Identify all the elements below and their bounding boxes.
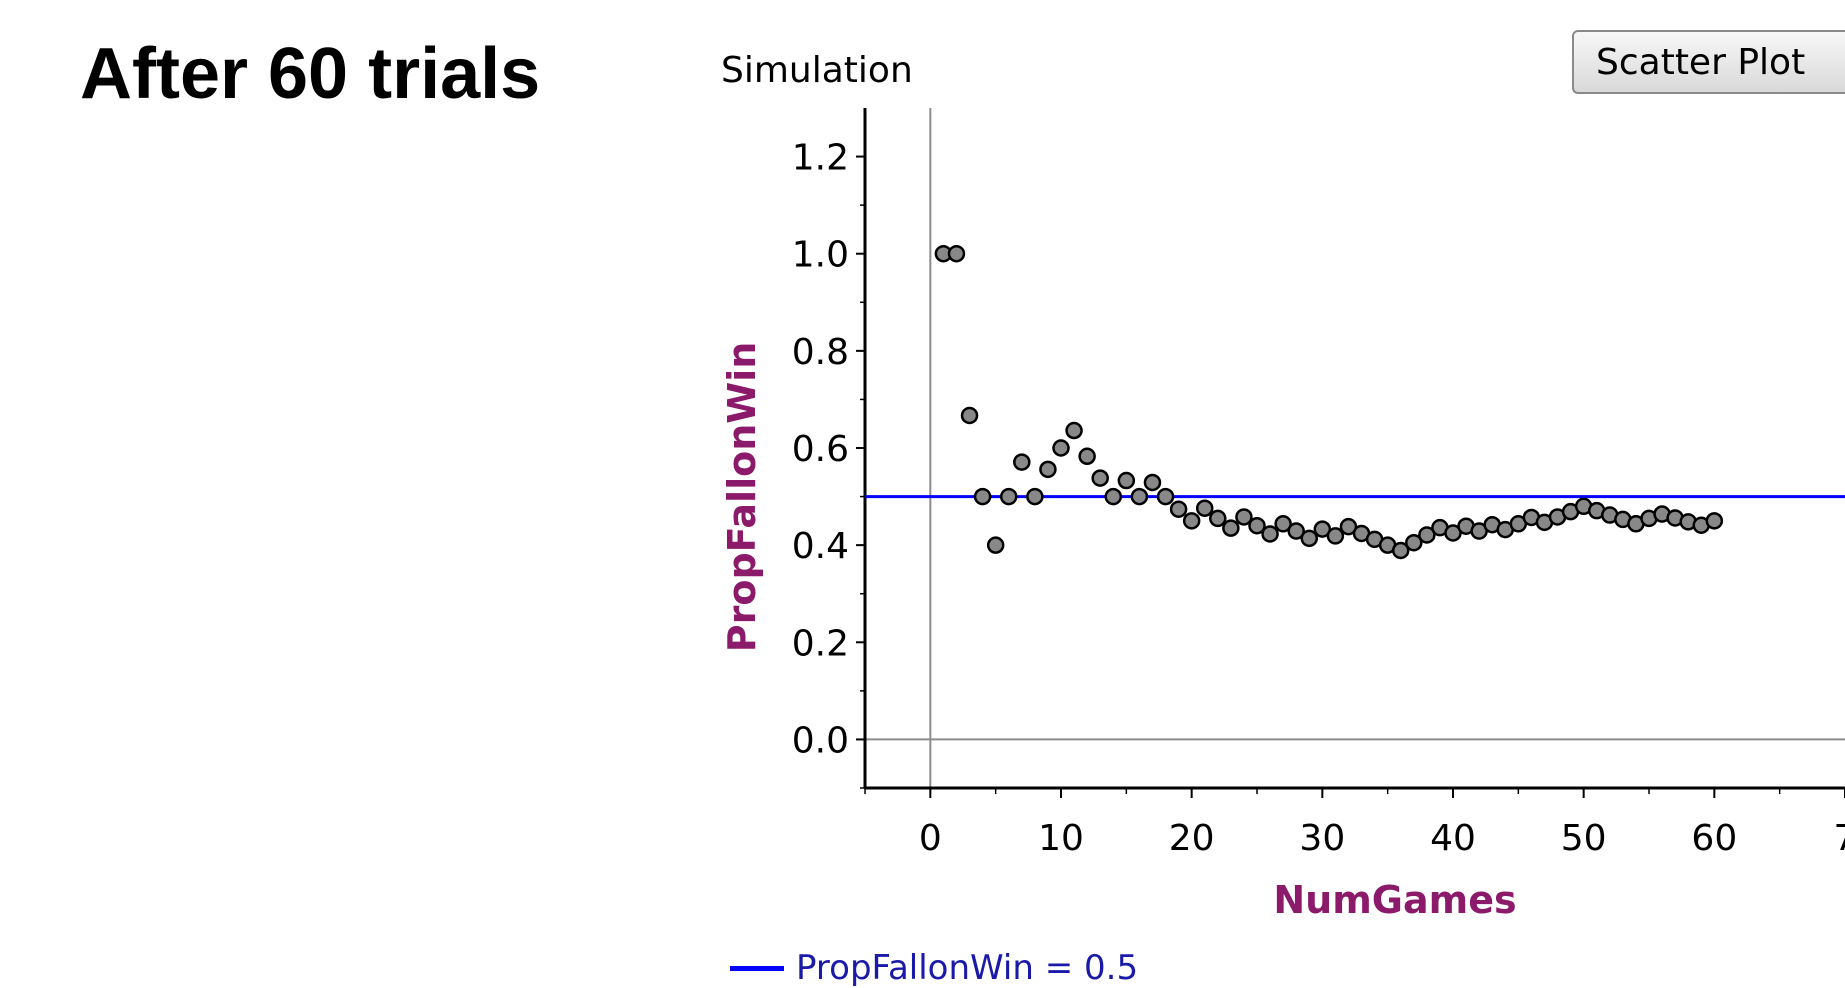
data-point xyxy=(1143,473,1162,492)
data-point xyxy=(1444,524,1462,542)
data-point xyxy=(1065,421,1083,440)
y-tick-label: 0.8 xyxy=(792,332,849,373)
data-point xyxy=(947,244,966,263)
y-tick-label: 0.6 xyxy=(792,429,849,470)
x-tick-label: 20 xyxy=(1169,818,1215,859)
data-point xyxy=(1405,533,1423,552)
data-point xyxy=(1418,526,1436,544)
data-point xyxy=(1287,522,1305,540)
y-tick-label: 0.4 xyxy=(792,526,849,567)
data-point xyxy=(999,487,1018,506)
data-point xyxy=(1104,487,1123,506)
x-tick-label: 50 xyxy=(1561,818,1607,859)
slide-title: After 60 trials xyxy=(80,34,541,114)
data-point xyxy=(1091,469,1109,487)
y-tick-label: 1.2 xyxy=(792,138,849,179)
data-point xyxy=(1130,487,1149,506)
y-tick-label: 0.0 xyxy=(792,720,849,761)
data-point xyxy=(1182,512,1201,530)
legend-label: PropFallonWin = 0.5 xyxy=(796,948,1139,988)
x-tick-label: 0 xyxy=(919,818,942,859)
x-tick-label: 30 xyxy=(1299,818,1345,859)
data-point xyxy=(1209,509,1227,528)
x-tick-label: 10 xyxy=(1038,818,1084,859)
data-point xyxy=(1339,517,1358,536)
simulation-label: Simulation xyxy=(721,50,913,91)
x-tick-label: 7 xyxy=(1834,818,1845,859)
data-point xyxy=(1195,499,1214,517)
x-axis-title: NumGames xyxy=(1273,878,1516,922)
data-point xyxy=(1313,520,1332,538)
axes xyxy=(856,108,1845,798)
data-point xyxy=(1156,487,1175,506)
data-point xyxy=(1326,527,1345,545)
data-point xyxy=(1026,487,1044,506)
data-point xyxy=(1222,519,1240,537)
y-axis-title: PropFallonWin xyxy=(720,342,764,652)
scatter-plot-button[interactable]: Scatter Plot xyxy=(1572,30,1845,94)
data-point xyxy=(1117,471,1136,490)
data-point xyxy=(1274,515,1292,533)
y-tick-label: 1.0 xyxy=(792,235,849,276)
data-point xyxy=(1391,541,1410,560)
y-tick-label: 0.2 xyxy=(792,623,849,664)
x-tick-label: 60 xyxy=(1691,818,1737,859)
data-point xyxy=(1705,512,1724,530)
points xyxy=(934,244,1724,560)
tick-labels: 0.0 0.2 0.4 0.6 0.8 1.0 1.2 0 10 20 30 40 50 60 7 xyxy=(792,138,1845,859)
data-point xyxy=(1052,439,1070,457)
data-point xyxy=(1248,516,1266,535)
data-point xyxy=(1039,460,1057,479)
data-point xyxy=(1169,500,1188,518)
data-point xyxy=(1078,447,1096,466)
data-point xyxy=(1300,529,1319,548)
data-point xyxy=(986,536,1005,554)
data-point xyxy=(973,487,992,506)
x-tick-label: 40 xyxy=(1430,818,1476,859)
data-point xyxy=(1261,525,1279,543)
data-point xyxy=(1013,453,1031,471)
data-point xyxy=(1235,508,1253,526)
legend-line-swatch xyxy=(730,965,784,971)
data-point xyxy=(960,406,979,425)
legend: PropFallonWin = 0.5 xyxy=(730,948,1138,988)
